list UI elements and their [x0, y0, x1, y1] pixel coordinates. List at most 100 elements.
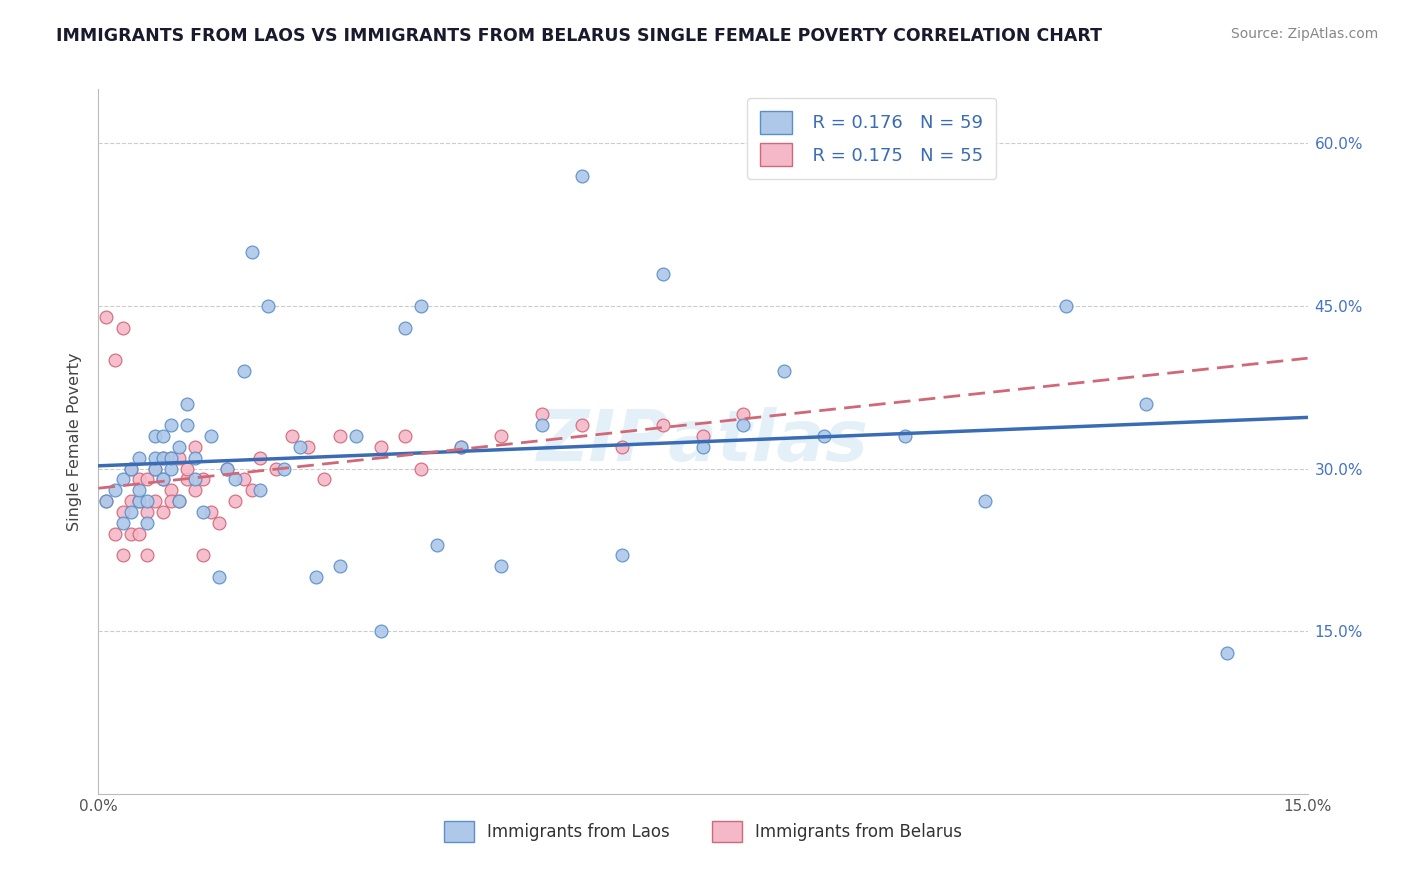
Point: [1135, 396, 1157, 410]
Point: [152, 450, 174, 465]
Text: Source: ZipAtlas.com: Source: ZipAtlas.com: [1230, 27, 1378, 41]
Point: [370, 624, 392, 639]
Point: [96, 494, 118, 508]
Point: [152, 429, 174, 443]
Point: [184, 473, 207, 487]
Point: [120, 526, 142, 541]
Point: [193, 549, 215, 563]
Point: [176, 418, 198, 433]
Point: [491, 429, 513, 443]
Point: [135, 494, 157, 508]
Point: [772, 364, 794, 378]
Legend: Immigrants from Laos, Immigrants from Belarus: Immigrants from Laos, Immigrants from Be…: [437, 814, 969, 849]
Point: [143, 494, 166, 508]
Point: [224, 494, 246, 508]
Point: [232, 473, 254, 487]
Point: [111, 549, 134, 563]
Point: [143, 461, 166, 475]
Point: [329, 429, 352, 443]
Point: [103, 483, 125, 498]
Point: [450, 440, 472, 454]
Point: [193, 473, 215, 487]
Point: [176, 396, 198, 410]
Point: [176, 461, 198, 475]
Point: [135, 549, 157, 563]
Point: [184, 450, 207, 465]
Point: [344, 429, 367, 443]
Point: [281, 429, 304, 443]
Point: [305, 570, 328, 584]
Point: [167, 450, 190, 465]
Point: [176, 473, 198, 487]
Point: [217, 461, 239, 475]
Point: [120, 461, 142, 475]
Point: [200, 429, 222, 443]
Point: [232, 364, 254, 378]
Point: [128, 494, 150, 508]
Point: [128, 450, 150, 465]
Point: [651, 418, 673, 433]
Point: [184, 440, 207, 454]
Point: [224, 473, 246, 487]
Point: [135, 516, 157, 530]
Point: [264, 461, 287, 475]
Point: [974, 494, 997, 508]
Point: [128, 494, 150, 508]
Point: [571, 418, 593, 433]
Point: [612, 549, 634, 563]
Point: [152, 450, 174, 465]
Point: [160, 483, 183, 498]
Point: [491, 559, 513, 574]
Point: [530, 408, 553, 422]
Point: [249, 483, 271, 498]
Point: [160, 461, 183, 475]
Point: [128, 526, 150, 541]
Point: [240, 244, 263, 259]
Point: [409, 299, 432, 313]
Point: [1054, 299, 1077, 313]
Point: [370, 440, 392, 454]
Point: [240, 483, 263, 498]
Point: [96, 310, 118, 324]
Point: [692, 440, 714, 454]
Point: [103, 353, 125, 368]
Point: [167, 440, 190, 454]
Point: [120, 494, 142, 508]
Point: [120, 461, 142, 475]
Point: [152, 473, 174, 487]
Point: [329, 559, 352, 574]
Point: [135, 505, 157, 519]
Point: [96, 494, 118, 508]
Point: [160, 494, 183, 508]
Point: [111, 505, 134, 519]
Text: ZIP​atlas: ZIP​atlas: [537, 407, 869, 476]
Point: [249, 450, 271, 465]
Point: [143, 461, 166, 475]
Point: [1216, 646, 1239, 660]
Point: [409, 461, 432, 475]
Point: [733, 408, 755, 422]
Point: [111, 320, 134, 334]
Point: [160, 418, 183, 433]
Point: [193, 505, 215, 519]
Point: [530, 418, 553, 433]
Y-axis label: Single Female Poverty: Single Female Poverty: [67, 352, 83, 531]
Point: [152, 505, 174, 519]
Point: [167, 494, 190, 508]
Point: [893, 429, 915, 443]
Point: [200, 505, 222, 519]
Point: [273, 461, 295, 475]
Point: [297, 440, 319, 454]
Point: [167, 494, 190, 508]
Point: [160, 450, 183, 465]
Point: [184, 483, 207, 498]
Point: [426, 537, 449, 551]
Point: [128, 473, 150, 487]
Point: [120, 505, 142, 519]
Point: [813, 429, 835, 443]
Point: [394, 429, 416, 443]
Point: [692, 429, 714, 443]
Point: [103, 526, 125, 541]
Point: [128, 483, 150, 498]
Point: [143, 450, 166, 465]
